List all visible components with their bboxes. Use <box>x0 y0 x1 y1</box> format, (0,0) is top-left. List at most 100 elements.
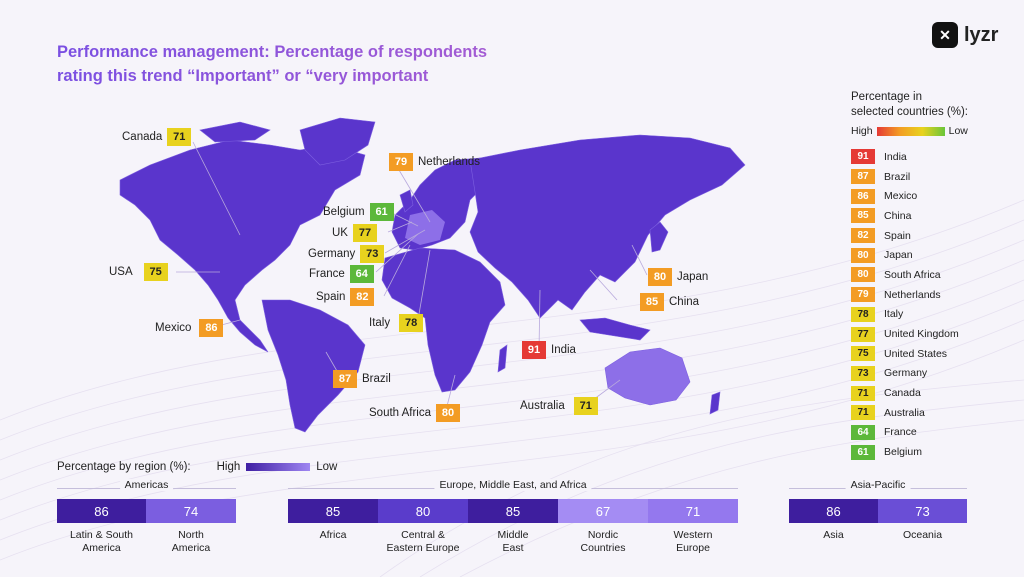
callout-italy: Italy 78 <box>369 314 424 332</box>
value-badge: 86 <box>199 319 224 337</box>
region-label: Oceania <box>878 529 967 542</box>
value-badge: 73 <box>360 245 385 263</box>
value-badge: 61 <box>369 203 394 221</box>
region-section-title: Percentage by region (%): High Low <box>57 461 337 473</box>
legend-value-badge: 87 <box>851 169 875 185</box>
legend-item: 61 Belgium <box>851 442 1001 462</box>
legend-country-label: Brazil <box>884 170 911 183</box>
legend-value-badge: 71 <box>851 405 875 421</box>
value-badge: 80 <box>648 268 672 286</box>
region-label-line-1: Central & <box>401 529 445 541</box>
australia-landmass <box>604 347 691 406</box>
southeast-asia-islands-landmass <box>579 317 651 341</box>
callout-label: India <box>551 344 576 356</box>
legend-item: 75 United States <box>851 344 1001 364</box>
callout-label: China <box>669 296 700 308</box>
callout-japan: 80 Japan <box>648 268 708 286</box>
value-badge: 75 <box>143 263 168 281</box>
legend-country-label: United Kingdom <box>884 328 959 341</box>
value-badge: 71 <box>573 397 598 415</box>
legend-item: 79 Netherlands <box>851 285 1001 305</box>
legend-item: 71 Canada <box>851 383 1001 403</box>
value-badge: 64 <box>349 265 374 283</box>
callout-spain: Spain 82 <box>316 288 375 306</box>
legend-item: 87 Brazil <box>851 167 1001 187</box>
legend-value-badge: 61 <box>851 444 875 460</box>
legend-country-label: United States <box>884 347 948 360</box>
logo-text: lyzr <box>964 23 999 46</box>
brand-logo: ✕ lyzr <box>932 22 998 48</box>
legend-item: 64 France <box>851 423 1001 443</box>
region-label: Africa <box>288 529 378 542</box>
callout-label: Netherlands <box>418 156 481 168</box>
legend-title: Percentage in selected countries (%): <box>851 90 1001 120</box>
new-zealand-landmass <box>709 391 721 415</box>
region-label-line-2: Eastern Europe <box>386 542 460 554</box>
asia-landmass <box>469 134 746 319</box>
legend-country-label: South Africa <box>884 268 941 281</box>
legend-country-label: Mexico <box>884 190 918 203</box>
region-label-line-2: Europe <box>676 542 710 554</box>
callout-germany: Germany 73 <box>308 245 385 263</box>
value-badge: 87 <box>333 370 357 388</box>
callout-label: Germany <box>308 248 356 260</box>
region-label-line-1: Oceania <box>902 529 943 541</box>
south-america-landmass <box>261 299 366 433</box>
region-value-cell: 85 <box>288 499 378 523</box>
region-value-cell: 86 <box>57 499 146 523</box>
legend-country-label: Japan <box>884 249 913 262</box>
legend-item: 77 United Kingdom <box>851 324 1001 344</box>
callout-belgium: Belgium 61 <box>323 203 394 221</box>
region-value-cell: 71 <box>648 499 738 523</box>
legend-value-badge: 75 <box>851 346 875 362</box>
region-label-line-2: East <box>502 542 524 554</box>
legend-value-badge: 78 <box>851 306 875 322</box>
callout-label: Japan <box>677 271 709 283</box>
callout-netherlands: 79 Netherlands <box>389 153 480 171</box>
japan-landmass <box>649 221 669 253</box>
callout-label: Brazil <box>362 373 391 385</box>
legend-item: 71 Australia <box>851 403 1001 423</box>
region-label-line-1: Middle <box>497 529 529 541</box>
lyzr-logo-icon: ✕ <box>932 22 958 48</box>
region-value-cell: 67 <box>558 499 648 523</box>
region-title-text: Percentage by region (%): <box>57 461 191 473</box>
legend-value-badge: 77 <box>851 326 875 342</box>
greenland-landmass <box>299 117 376 166</box>
legend-country-label: Germany <box>884 367 928 380</box>
region-scale-high: High <box>216 461 241 473</box>
region-label: Latin & South America <box>57 529 146 555</box>
legend-value-badge: 71 <box>851 385 875 401</box>
callout-canada: Canada 71 <box>122 128 192 146</box>
scale-high-label: High <box>851 125 873 137</box>
legend-list: 91 India 87 Brazil 86 Mexico 85 China 82 Spain 80 J… <box>851 147 1001 462</box>
callout-south-africa: South Africa 80 <box>369 404 461 422</box>
legend-item: 91 India <box>851 147 1001 167</box>
region-label: Central & Eastern Europe <box>378 529 468 555</box>
region-value-cell: 73 <box>878 499 967 523</box>
callout-label: Canada <box>122 131 163 143</box>
region-value-cell: 86 <box>789 499 878 523</box>
region-scale-gradient <box>246 463 311 471</box>
region-group-label: Europe, Middle East, and Africa <box>434 479 592 491</box>
legend-item: 80 South Africa <box>851 265 1001 285</box>
region-label-line-2: Countries <box>580 542 626 554</box>
region-value-cell: 74 <box>146 499 236 523</box>
legend-title-line-1: Percentage in <box>851 91 922 103</box>
callout-usa: USA 75 <box>109 263 168 281</box>
legend-country-label: China <box>884 209 912 222</box>
value-badge: 85 <box>640 293 664 311</box>
legend-item: 86 Mexico <box>851 186 1001 206</box>
callout-label: UK <box>332 227 348 239</box>
value-badge: 80 <box>436 404 461 422</box>
value-badge: 79 <box>389 153 413 171</box>
region-label-line-1: North <box>178 529 204 541</box>
legend-country-label: Belgium <box>884 446 922 459</box>
callout-label: Italy <box>369 317 391 329</box>
uk-landmass <box>399 189 414 213</box>
callout-label: Australia <box>520 400 565 412</box>
legend-country-label: Italy <box>884 308 904 321</box>
legend-item: 78 Italy <box>851 305 1001 325</box>
